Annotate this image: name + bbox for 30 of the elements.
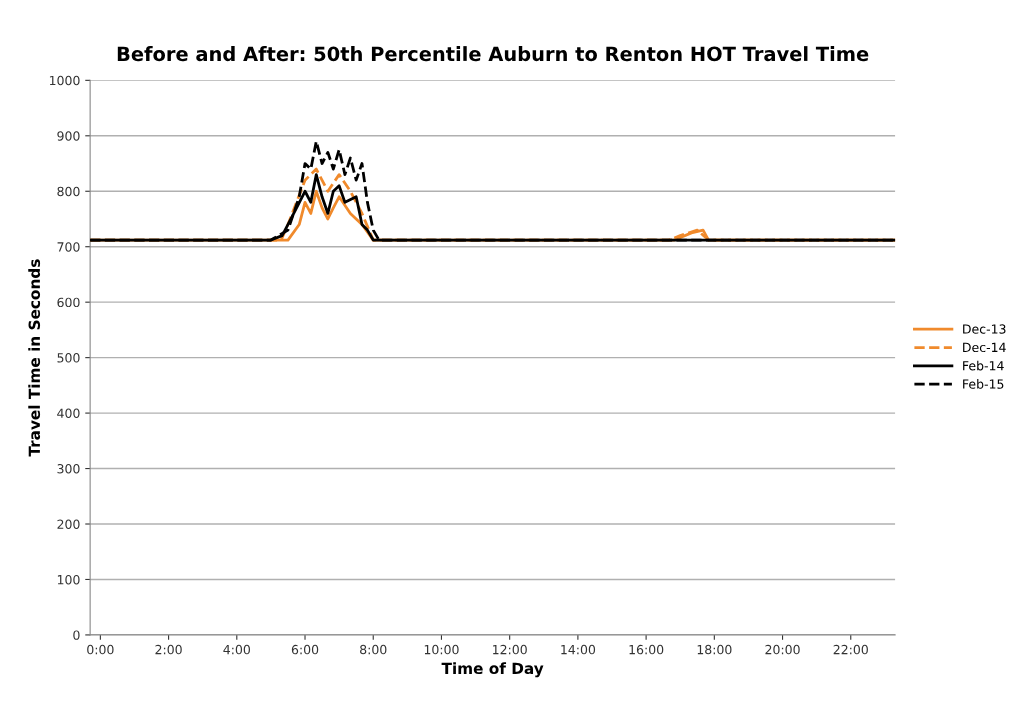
y-tick-label: 500	[57, 353, 80, 363]
y-tick-label: 600	[57, 297, 80, 308]
y-tick-label: 400	[57, 408, 80, 419]
legend-label: Dec-13	[963, 324, 1006, 334]
x-tick-label: 22:00	[833, 644, 868, 655]
y-tick-label: 1000	[49, 75, 80, 86]
x-tick-label: 2:00	[155, 644, 182, 655]
legend-label: Feb-14	[963, 360, 1004, 371]
x-tick-label: 16:00	[629, 644, 664, 655]
x-tick-label: 6:00	[291, 644, 319, 655]
y-axis-title: Travel Time in Seconds	[28, 259, 41, 457]
x-tick-label: 18:00	[697, 644, 732, 655]
x-tick-label: 8:00	[360, 644, 387, 655]
y-tick-label: 300	[57, 464, 80, 474]
x-tick-label: 10:00	[424, 644, 459, 655]
y-tick-label: 0	[73, 630, 80, 640]
y-tick-label: 200	[57, 519, 80, 529]
x-axis-title: Time of Day	[441, 662, 544, 678]
x-tick-label: 0:00	[87, 644, 114, 655]
x-tick-label: 14:00	[561, 644, 596, 655]
x-tick-label: 12:00	[493, 644, 527, 655]
y-tick-label: 800	[57, 186, 80, 197]
y-tick-label: 700	[57, 242, 80, 252]
y-tick-label: 900	[57, 131, 80, 141]
x-tick-label: 20:00	[765, 644, 800, 655]
y-tick-label: 100	[57, 574, 80, 585]
chart-title: Before and After: 50th Percentile Auburn to Renton HOT Travel Time	[117, 46, 869, 62]
legend-label: Dec-14	[963, 342, 1006, 353]
x-tick-label: 4:00	[223, 644, 251, 655]
legend-label: Feb-15	[963, 379, 1004, 389]
